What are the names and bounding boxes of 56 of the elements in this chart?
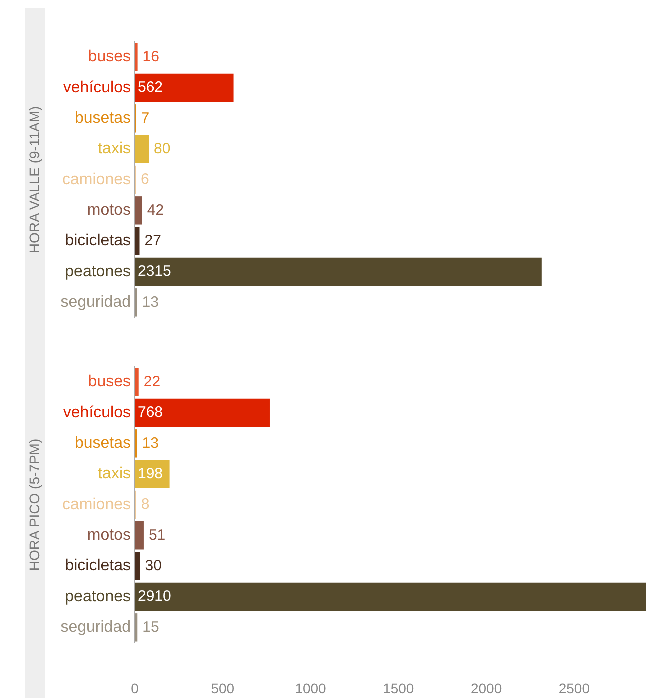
data-label: 51 <box>148 526 166 544</box>
bar <box>135 614 138 642</box>
bar <box>135 522 144 550</box>
y-tick-label: camiones <box>62 171 131 188</box>
x-tick-label: 1500 <box>383 680 414 696</box>
y-tick-label: vehículos <box>63 79 131 96</box>
data-label: 8 <box>141 496 150 514</box>
data-label: 16 <box>142 48 160 66</box>
data-label: 80 <box>154 140 171 158</box>
bar <box>135 135 150 164</box>
data-label: 22 <box>144 373 161 390</box>
bar <box>135 227 140 256</box>
y-tick-label: seguridad <box>60 619 131 636</box>
y-tick-label: bicicletas <box>65 558 131 575</box>
bar <box>135 582 646 612</box>
data-label: 562 <box>138 79 164 96</box>
data-label: 42 <box>147 202 164 219</box>
data-label: 6 <box>141 171 150 188</box>
data-label: 13 <box>142 434 159 452</box>
y-tick-label: taxis <box>98 140 131 158</box>
data-label: 2910 <box>138 588 172 606</box>
y-tick-label: taxis <box>98 466 131 483</box>
bar <box>135 196 142 225</box>
data-label: 2315 <box>138 263 172 280</box>
bar <box>135 398 270 428</box>
data-label: 27 <box>144 232 162 250</box>
bar <box>135 74 234 102</box>
bar <box>135 43 138 72</box>
y-tick-label: bicicletas <box>65 232 131 250</box>
x-tick-label: 2000 <box>470 680 502 696</box>
x-tick-label: 0 <box>131 680 140 696</box>
bar <box>135 368 139 396</box>
data-label: 198 <box>138 465 164 482</box>
y-tick-label: peatones <box>65 588 131 606</box>
y-tick-label: motos <box>87 527 131 544</box>
y-axis-title: HORA PICO (5-7PM) <box>26 438 42 572</box>
y-tick-label: buses <box>88 374 131 391</box>
data-label: 13 <box>142 294 159 311</box>
y-tick-label: seguridad <box>60 294 131 312</box>
y-tick-label: vehículos <box>63 404 131 422</box>
y-tick-label: peatones <box>65 263 131 280</box>
y-tick-label: busetas <box>74 435 131 452</box>
data-label: 30 <box>145 557 162 574</box>
data-label: 15 <box>142 618 160 636</box>
x-tick-label: 1000 <box>295 680 327 696</box>
y-tick-label: busetas <box>74 110 131 128</box>
y-tick-label: motos <box>87 202 131 220</box>
x-tick-label: 500 <box>211 680 235 696</box>
bar <box>135 258 542 286</box>
x-tick-label: 2500 <box>558 680 590 696</box>
y-axis-title: HORA VALLE (9-11AM) <box>26 106 42 254</box>
y-tick-label: buses <box>88 48 131 66</box>
data-label: 768 <box>138 404 164 422</box>
data-label: 7 <box>141 110 150 127</box>
bar <box>135 552 140 580</box>
y-tick-label: camiones <box>62 496 131 514</box>
